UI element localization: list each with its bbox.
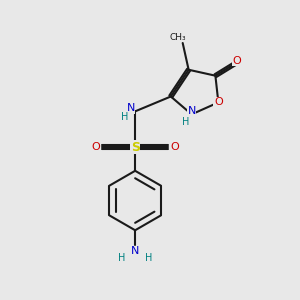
Text: H: H bbox=[182, 117, 189, 127]
Text: H: H bbox=[145, 254, 152, 263]
Text: N: N bbox=[131, 246, 139, 256]
Text: O: O bbox=[92, 142, 100, 152]
Text: CH₃: CH₃ bbox=[170, 32, 187, 41]
Text: S: S bbox=[130, 140, 140, 154]
Text: N: N bbox=[188, 106, 196, 116]
Text: H: H bbox=[121, 112, 128, 122]
Text: H: H bbox=[118, 254, 125, 263]
Text: N: N bbox=[127, 103, 135, 113]
Text: O: O bbox=[214, 98, 223, 107]
Text: O: O bbox=[232, 56, 241, 66]
Text: O: O bbox=[170, 142, 179, 152]
